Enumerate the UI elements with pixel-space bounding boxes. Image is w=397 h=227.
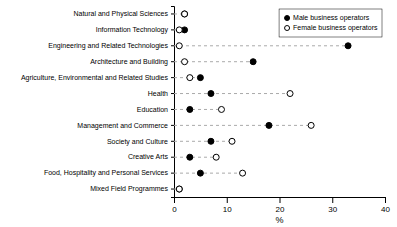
leader-line xyxy=(174,45,348,46)
y-tick-mark xyxy=(171,125,174,126)
x-tick-mark xyxy=(385,197,386,203)
y-tick-mark xyxy=(171,157,174,158)
dot xyxy=(266,122,272,128)
x-tick-label: 30 xyxy=(328,205,337,214)
y-tick-mark xyxy=(171,45,174,46)
x-tick: 10 xyxy=(223,197,232,214)
y-tick-mark xyxy=(171,173,174,174)
y-tick: Mixed Field Programmes xyxy=(90,185,174,193)
legend-item: Male business operators xyxy=(285,14,370,22)
dot xyxy=(187,75,193,81)
dot xyxy=(287,91,293,97)
x-tick-mark xyxy=(227,197,228,203)
x-tick-mark xyxy=(332,197,333,203)
legend-item: Female business operators xyxy=(285,24,378,32)
x-tick-label: 20 xyxy=(276,205,285,214)
leader-line xyxy=(174,141,232,142)
dot xyxy=(213,154,219,160)
y-tick: Architecture and Building xyxy=(90,58,174,66)
y-tick: Management and Commerce xyxy=(77,122,174,130)
y-axis-line xyxy=(171,7,175,198)
x-tick-label: 0 xyxy=(172,205,177,214)
y-tick-label: Food, Hospitality and Personal Services xyxy=(44,169,169,177)
y-tick-label: Architecture and Building xyxy=(90,58,168,66)
y-tick-label: Education xyxy=(137,106,168,113)
y-tick-mark xyxy=(171,141,174,142)
dot xyxy=(176,43,182,49)
legend-frame xyxy=(279,9,382,37)
dot xyxy=(240,170,246,176)
dot xyxy=(176,186,182,192)
x-tick: 20 xyxy=(276,197,285,214)
y-tick-label: Engineering and Related Technologies xyxy=(48,42,168,50)
y-tick-label: Information Technology xyxy=(96,26,169,34)
chart: 0 10 20 30 40 Natural and Physical Sciences In… xyxy=(0,0,397,227)
y-tick-label: Management and Commerce xyxy=(77,122,168,130)
y-tick: Engineering and Related Technologies xyxy=(48,42,174,50)
y-tick-label: Agriculture, Environmental and Related S… xyxy=(21,74,169,82)
x-tick-label: 40 xyxy=(381,205,390,214)
x-axis-title: % xyxy=(275,215,283,225)
dot xyxy=(182,11,188,17)
y-axis: Natural and Physical Sciences Information… xyxy=(21,7,175,198)
leader-line xyxy=(174,125,311,126)
y-tick-label: Creative Arts xyxy=(128,153,169,160)
dot xyxy=(187,154,193,160)
y-tick-mark xyxy=(171,93,174,94)
dot xyxy=(250,59,256,65)
y-tick-mark xyxy=(171,189,174,190)
x-axis: 0 10 20 30 40 xyxy=(172,197,390,214)
dot xyxy=(229,138,235,144)
y-tick: Information Technology xyxy=(96,26,174,34)
y-tick-mark xyxy=(171,13,174,14)
leader-line xyxy=(174,109,221,110)
y-tick-label: Natural and Physical Sciences xyxy=(73,10,168,18)
dot xyxy=(197,170,203,176)
plot: 0 10 20 30 40 Natural and Physical Sciences In… xyxy=(21,7,391,226)
y-tick: Agriculture, Environmental and Related S… xyxy=(21,74,174,82)
y-tick: Health xyxy=(148,90,174,97)
leader-line xyxy=(174,173,243,174)
y-tick-label: Mixed Field Programmes xyxy=(90,185,168,193)
y-tick: Food, Hospitality and Personal Services xyxy=(44,169,174,177)
dot xyxy=(308,122,314,128)
dot xyxy=(182,11,188,17)
y-tick: Creative Arts xyxy=(128,153,174,160)
dot xyxy=(345,43,351,49)
dot xyxy=(176,27,182,33)
leader-line xyxy=(174,157,216,158)
y-tick-label: Society and Culture xyxy=(107,138,168,146)
leader-line xyxy=(174,93,290,94)
dot xyxy=(176,186,182,192)
x-tick-mark xyxy=(280,197,281,203)
legend-marker xyxy=(285,26,290,31)
legend-label: Female business operators xyxy=(293,24,378,32)
y-tick-mark xyxy=(171,61,174,62)
dot xyxy=(182,59,188,65)
dot xyxy=(218,106,224,112)
legend: Male business operators Female business o… xyxy=(279,9,382,37)
y-tick-mark xyxy=(171,109,174,110)
marks xyxy=(174,11,351,192)
legend-marker xyxy=(285,16,290,21)
y-tick-mark xyxy=(171,77,174,78)
x-tick: 0 xyxy=(172,197,177,214)
dot xyxy=(208,91,214,97)
dot xyxy=(208,138,214,144)
legend-label: Male business operators xyxy=(293,14,370,22)
y-tick: Society and Culture xyxy=(107,138,174,146)
dot xyxy=(197,75,203,81)
x-tick-label: 10 xyxy=(223,205,232,214)
x-tick: 40 xyxy=(381,197,390,214)
y-tick: Education xyxy=(137,106,174,113)
y-tick-mark xyxy=(171,29,174,30)
dot xyxy=(187,106,193,112)
y-tick-label: Health xyxy=(148,90,168,97)
y-tick: Natural and Physical Sciences xyxy=(73,10,174,18)
x-tick: 30 xyxy=(328,197,337,214)
